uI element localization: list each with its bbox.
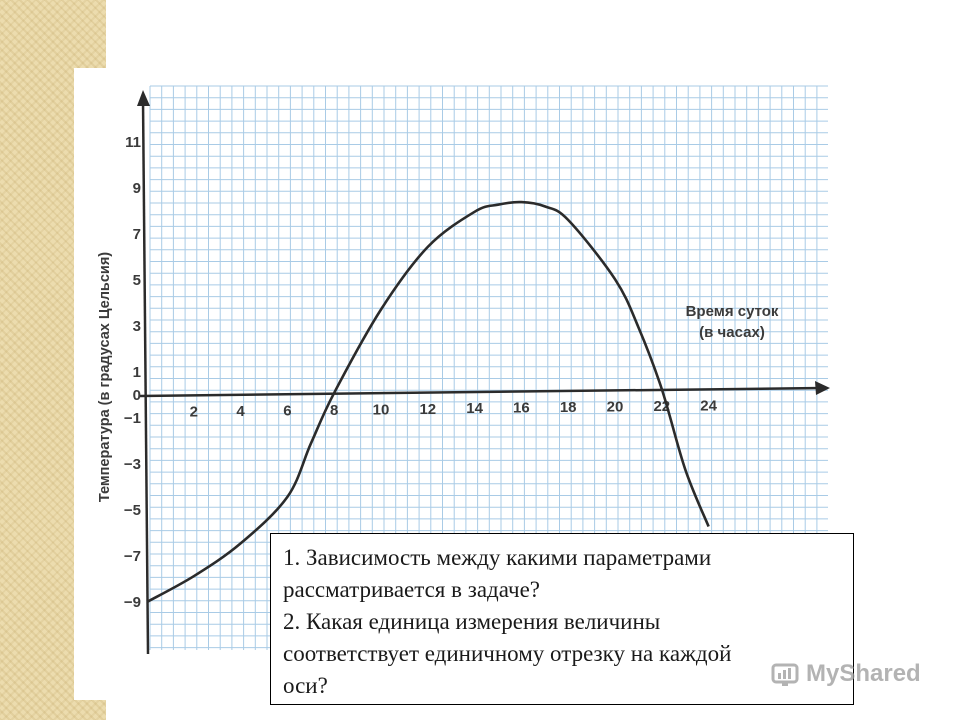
myshared-logo-icon	[771, 663, 799, 686]
y-tick-labels: 11 9 7 5 3 1 0 −1 −3 −5 −7 −9	[124, 134, 141, 611]
y-tick-label: 9	[133, 180, 141, 197]
y-axis-line	[141, 99, 150, 655]
y-tick-label: −5	[124, 502, 141, 519]
myshared-watermark: MyShared	[770, 656, 921, 692]
watermark-text: MyShared	[806, 660, 921, 687]
x-axis-title-line1: Время суток	[686, 303, 779, 320]
x-tick-label: 10	[373, 401, 390, 418]
y-tick-label: −9	[124, 594, 141, 611]
y-tick-label: −7	[124, 548, 141, 565]
question-line-1: 1. Зависимость между какими параметрами	[283, 545, 712, 570]
y-tick-label: 11	[125, 134, 141, 151]
question-line-4: соответствует единичному отрезку на кажд…	[283, 641, 732, 666]
x-axis-title: Время суток (в часах)	[686, 303, 779, 341]
x-tick-label: 8	[330, 402, 338, 419]
x-tick-label: 18	[560, 399, 577, 416]
y-tick-label: 3	[133, 318, 141, 335]
x-tick-label: 20	[607, 399, 624, 416]
question-box: 1. Зависимость между какими параметрами …	[270, 533, 854, 705]
y-tick-label: 5	[133, 272, 141, 289]
x-axis-title-line2: (в часах)	[699, 324, 765, 341]
x-tick-label: 4	[236, 403, 245, 420]
x-axis-line	[139, 386, 823, 398]
y-tick-label: −1	[124, 410, 141, 427]
temperature-curve	[146, 200, 710, 604]
chart-axes	[137, 90, 830, 655]
y-tick-label: −3	[124, 456, 141, 473]
x-tick-label: 6	[283, 402, 291, 419]
y-tick-label: 1	[133, 364, 141, 381]
x-tick-label: 24	[700, 398, 717, 415]
x-tick-label: 12	[419, 401, 436, 418]
y-tick-label: 7	[133, 226, 141, 243]
y-tick-label: 0	[133, 387, 141, 404]
question-line-5: оси?	[283, 673, 328, 698]
x-tick-label: 16	[513, 400, 530, 417]
question-line-2: рассматривается в задаче?	[283, 577, 540, 602]
x-axis-arrow	[815, 381, 830, 395]
x-tick-label: 2	[190, 403, 198, 420]
y-axis-arrow	[137, 90, 150, 106]
question-line-3: 2. Какая единица измерения величины	[283, 609, 661, 634]
y-axis-title: Температура (в градусах Цельсия)	[97, 252, 113, 502]
x-tick-labels: 2 4 6 8 10 12 14 16 18 20 22 24	[190, 398, 718, 421]
x-tick-label: 14	[466, 400, 483, 417]
